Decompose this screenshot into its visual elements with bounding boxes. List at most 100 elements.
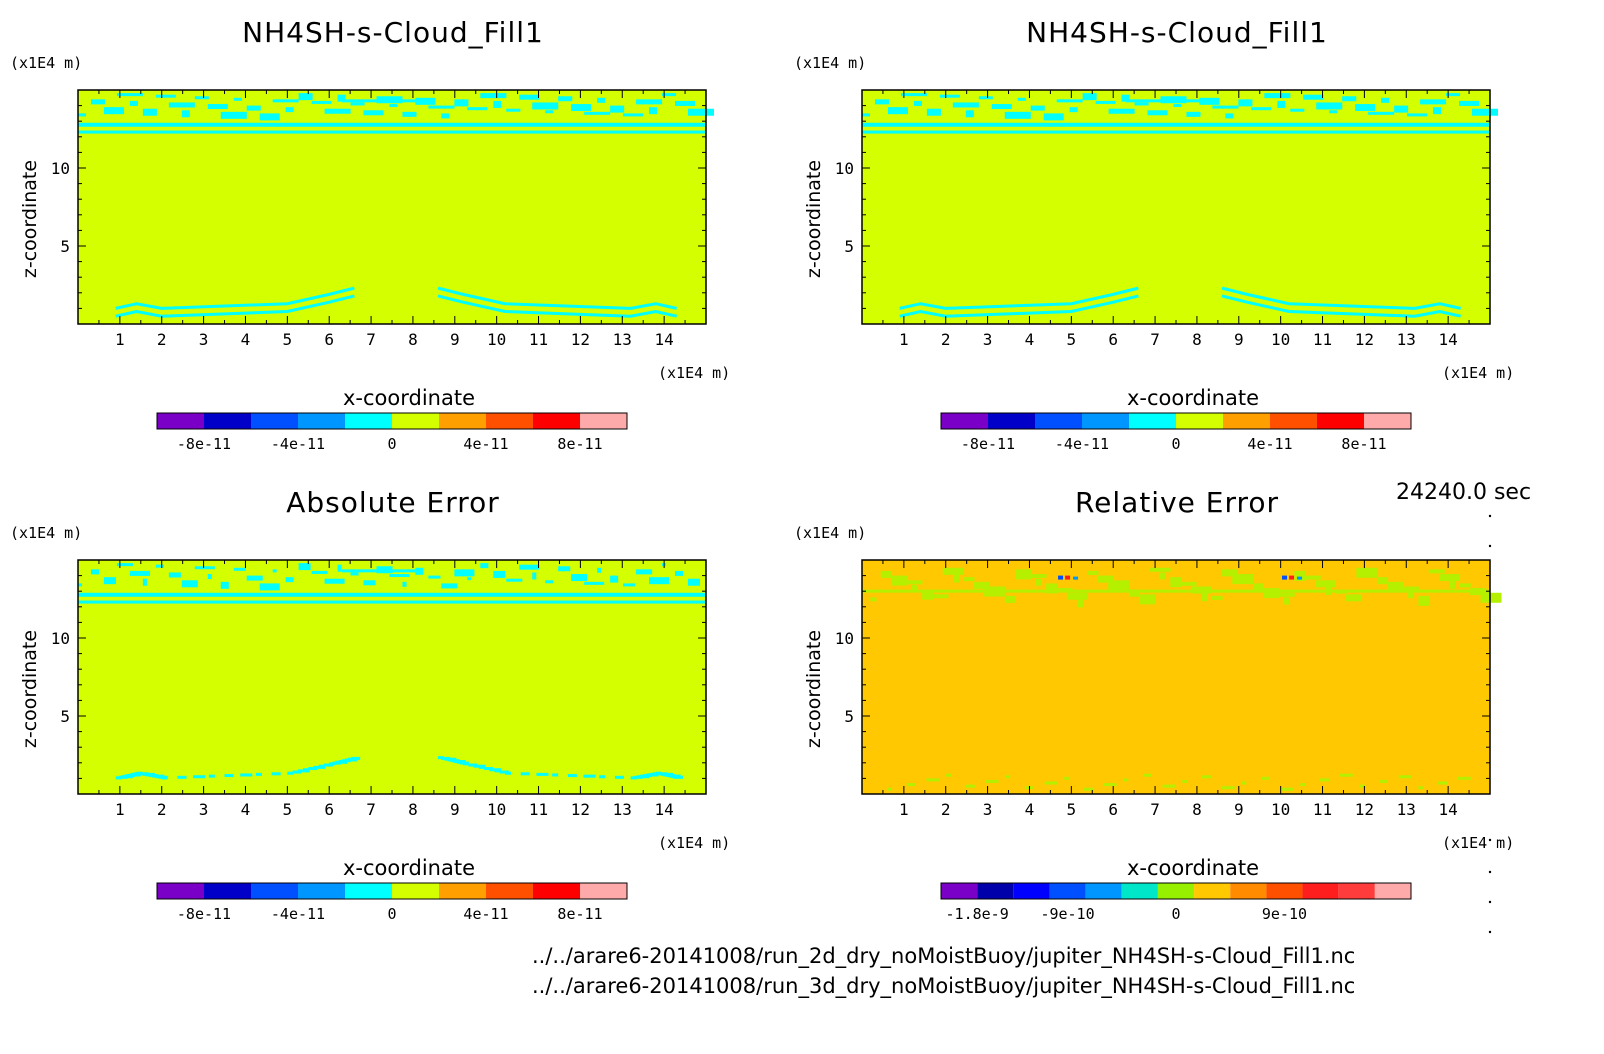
- x-tick-label: 5: [283, 800, 293, 819]
- colorbar-frame: [156, 412, 628, 430]
- cloud-patch: [103, 577, 116, 585]
- error-patch: [1221, 569, 1238, 577]
- cloud-patch: [1420, 99, 1447, 105]
- error-patch: [1284, 597, 1291, 605]
- x-tick-label: 9: [1234, 330, 1244, 349]
- cloud-patch: [913, 100, 922, 106]
- error-patch: [965, 784, 975, 788]
- cloud-band: [862, 122, 1490, 127]
- x-tick-label: 6: [1108, 800, 1118, 819]
- x-tick-label: 3: [983, 330, 993, 349]
- error-patch: [1315, 580, 1337, 588]
- cloud-patch: [952, 102, 979, 108]
- error-patch: [1260, 776, 1270, 780]
- colorbar-swatch: [1085, 883, 1122, 899]
- cloud-patch: [1316, 102, 1343, 110]
- error-coldspot: [1058, 575, 1064, 580]
- cloud-patch: [441, 583, 458, 589]
- cloud-patch: [161, 776, 168, 780]
- cloud-patch: [649, 772, 656, 776]
- cloud-patch: [900, 93, 927, 97]
- cloud-patch: [193, 775, 206, 779]
- cloud-patch: [454, 569, 475, 577]
- cloud-patch: [447, 758, 454, 762]
- x-tick-label: 9: [450, 800, 460, 819]
- error-patch: [1300, 783, 1306, 787]
- cloud-band: [862, 130, 1490, 134]
- chart-panel-1: NH4SH-s-Cloud_Fill1 (x1E4 m) (x1E4 m) z-coo…: [0, 0, 790, 490]
- cloud-patch: [484, 767, 494, 771]
- cloud-patch: [341, 569, 422, 573]
- cloud-patch: [338, 760, 345, 764]
- error-patch: [1064, 776, 1070, 780]
- cloud-patch: [636, 569, 653, 575]
- colorbar-swatch: [533, 883, 580, 899]
- cloud-patch: [168, 572, 181, 578]
- cloud-patch: [350, 102, 365, 106]
- error-patch: [901, 580, 923, 585]
- error-patch: [1182, 779, 1188, 783]
- heatmap-field: [78, 560, 706, 794]
- error-patch: [1273, 592, 1295, 597]
- colorbar-swatch: [1364, 413, 1411, 429]
- x-tick-label: 12: [1355, 330, 1374, 349]
- cloud-patch: [324, 578, 345, 584]
- cloud-patch: [545, 580, 554, 584]
- cloud-patch: [532, 572, 537, 580]
- cloud-patch: [181, 580, 198, 588]
- y-tick-label: 5: [60, 237, 70, 256]
- cloud-patch: [308, 767, 318, 771]
- cloud-patch: [194, 96, 209, 100]
- cloud-patch: [480, 93, 507, 99]
- heatmap-field: [78, 90, 706, 324]
- cloud-patch: [90, 569, 99, 575]
- cloud-patch: [1108, 108, 1135, 114]
- error-patch: [1398, 775, 1412, 779]
- cloud-patch: [181, 110, 190, 118]
- x-tick-label: 13: [1397, 330, 1416, 349]
- cloud-patch: [348, 757, 355, 761]
- cloud-patch: [675, 100, 696, 106]
- cloud-patch: [298, 93, 313, 101]
- cloud-patch: [103, 107, 124, 115]
- cloud-patch: [1134, 102, 1149, 106]
- colorbar-swatch: [1013, 883, 1050, 899]
- x-tick-label: 2: [941, 800, 951, 819]
- cloud-patch: [329, 762, 336, 766]
- colorbar-swatch: [157, 413, 204, 429]
- y-tick-label: 5: [60, 707, 70, 726]
- cloud-patch: [630, 776, 637, 780]
- cloud-patch: [389, 574, 410, 578]
- colorbar-swatch: [1270, 413, 1317, 429]
- cloud-patch: [991, 104, 1012, 110]
- error-patch: [1123, 778, 1129, 782]
- x-tick-label: 14: [655, 330, 674, 349]
- y-unit-label: (x1E4 m): [10, 54, 83, 72]
- x-tick-label: 3: [199, 800, 209, 819]
- chart-panel-2: NH4SH-s-Cloud_Fill1 (x1E4 m) (x1E4 m) z-coo…: [784, 0, 1574, 490]
- error-patch: [1139, 594, 1156, 605]
- x-tick-label: 12: [571, 800, 590, 819]
- cloud-patch: [415, 97, 436, 105]
- x-tick-label: 4: [1025, 800, 1035, 819]
- x-tick-label: 1: [899, 330, 909, 349]
- colorbar-frame: [940, 882, 1412, 900]
- chart-title: NH4SH-s-Cloud_Fill1: [1026, 16, 1328, 49]
- cloud-patch: [116, 93, 143, 97]
- x-tick-label: 11: [1313, 330, 1332, 349]
- file-path-2: ../../arare6-20141008/run_3d_dry_noMoist…: [532, 974, 1356, 998]
- cloud-patch: [441, 113, 450, 119]
- y-tick-label: 5: [844, 237, 854, 256]
- colorbar-swatch: [251, 883, 298, 899]
- cloud-patch: [1264, 93, 1291, 99]
- cloud-patch: [675, 570, 684, 576]
- cloud-patch: [640, 774, 647, 778]
- colorbar-swatch: [1266, 883, 1303, 899]
- colorbar-swatch: [157, 883, 204, 899]
- cloud-patch: [649, 107, 658, 115]
- cloud-patch: [246, 105, 261, 111]
- cloud-contour: [1221, 294, 1462, 318]
- y-tick-label: 5: [844, 707, 854, 726]
- error-patch: [963, 577, 975, 582]
- cloud-patch: [493, 100, 502, 108]
